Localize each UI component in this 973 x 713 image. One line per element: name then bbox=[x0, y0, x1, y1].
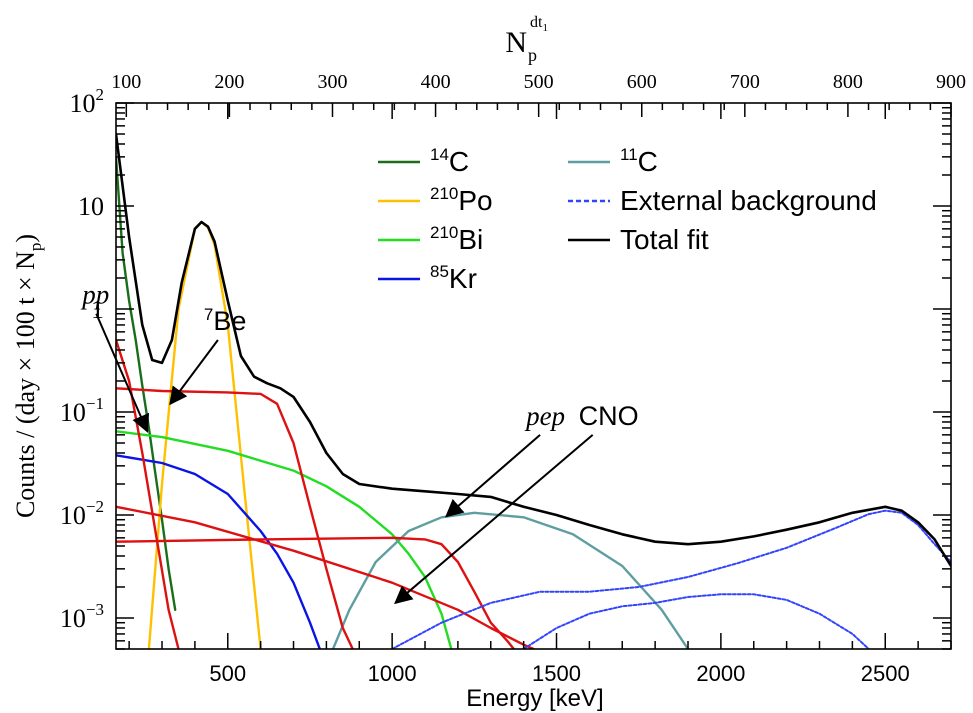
y-axis-title: Counts / (day × 100 t × Np) bbox=[11, 234, 45, 518]
legend-label: 210Po bbox=[430, 184, 493, 216]
legend: 14C 210Po 210Bi 85Kr 11C External background T… bbox=[378, 145, 877, 294]
legend-label: External background bbox=[620, 185, 877, 216]
annotation-label-pep: pep bbox=[524, 401, 565, 431]
top-axis-tick-label: 300 bbox=[317, 71, 347, 93]
legend-item-11c: 11C bbox=[568, 145, 658, 177]
legend-item-210bi: 210Bi bbox=[378, 223, 483, 255]
annotation-arrow-be bbox=[169, 339, 219, 406]
x-axis-title: Energy [keV] bbox=[466, 685, 603, 712]
y-tick-label: 10 bbox=[78, 192, 104, 221]
annotation-label-be: 7Be bbox=[204, 305, 247, 336]
series-line-7be bbox=[116, 387, 354, 649]
top-axis-tick-label: 500 bbox=[524, 71, 554, 93]
ticks-layer: 500 1000 1500 2000 2500 100 200 300 400 500 600 700… bbox=[60, 71, 966, 686]
legend-label: 85Kr bbox=[430, 262, 477, 294]
x-tick-label: 2500 bbox=[861, 661, 910, 686]
legend-label: Total fit bbox=[620, 224, 709, 255]
annotation-arrow-pp bbox=[95, 313, 150, 433]
svg-text:N: N bbox=[505, 26, 527, 59]
series-line-external-background bbox=[391, 509, 951, 649]
legend-item-total-fit: Total fit bbox=[568, 224, 709, 255]
top-axis-tick-label: 900 bbox=[936, 71, 966, 93]
y-tick-label: 102 bbox=[70, 85, 105, 118]
series-line-pp bbox=[116, 338, 180, 649]
x-tick-label: 500 bbox=[209, 661, 246, 686]
legend-label: 14C bbox=[430, 145, 469, 177]
legend-item-85kr: 85Kr bbox=[378, 262, 477, 294]
annotation-arrow-cno bbox=[394, 434, 594, 605]
y-tick-label: 10−1 bbox=[60, 394, 104, 427]
annotation-arrow-pep bbox=[445, 434, 541, 518]
top-axis-tick-label: 400 bbox=[421, 71, 451, 93]
y-tick-label: 10−3 bbox=[60, 600, 104, 633]
top-axis-tick-label: 600 bbox=[627, 71, 657, 93]
x-tick-label: 1000 bbox=[368, 661, 417, 686]
x-tick-label: 2000 bbox=[696, 661, 745, 686]
top-axis-tick-label: 800 bbox=[833, 71, 863, 93]
series-line-14c bbox=[116, 155, 177, 611]
series-layer bbox=[116, 132, 951, 649]
series-line-210bi bbox=[116, 430, 453, 649]
legend-label: 210Bi bbox=[430, 223, 483, 255]
top-axis-title: N p dt1 bbox=[505, 14, 548, 65]
top-axis-tick-label: 700 bbox=[730, 71, 760, 93]
svg-text:p: p bbox=[528, 45, 537, 65]
y-tick-label: 10−2 bbox=[60, 497, 104, 530]
legend-item-210po: 210Po bbox=[378, 184, 493, 216]
svg-text:dt1: dt1 bbox=[530, 14, 548, 34]
series-line-cno bbox=[116, 505, 535, 649]
annotation-label-cno: CNO bbox=[579, 401, 639, 431]
series-line-85kr bbox=[116, 454, 321, 649]
legend-label: 11C bbox=[620, 145, 658, 177]
annotation-layer: pp 7Be pep CNO bbox=[80, 280, 639, 605]
legend-item-external-background: External background bbox=[568, 185, 877, 216]
top-axis-tick-label: 100 bbox=[111, 71, 141, 93]
top-axis-tick-label: 200 bbox=[214, 71, 244, 93]
series-line-external-background-second-component bbox=[522, 593, 870, 649]
series-line-total-fit bbox=[116, 132, 951, 568]
annotation-label-pp: pp bbox=[80, 280, 109, 310]
legend-item-14c: 14C bbox=[378, 145, 469, 177]
plot-frame bbox=[115, 102, 952, 650]
y-tick-label: 1 bbox=[91, 295, 104, 324]
series-line-11c bbox=[331, 511, 690, 649]
x-tick-label: 1500 bbox=[532, 661, 581, 686]
